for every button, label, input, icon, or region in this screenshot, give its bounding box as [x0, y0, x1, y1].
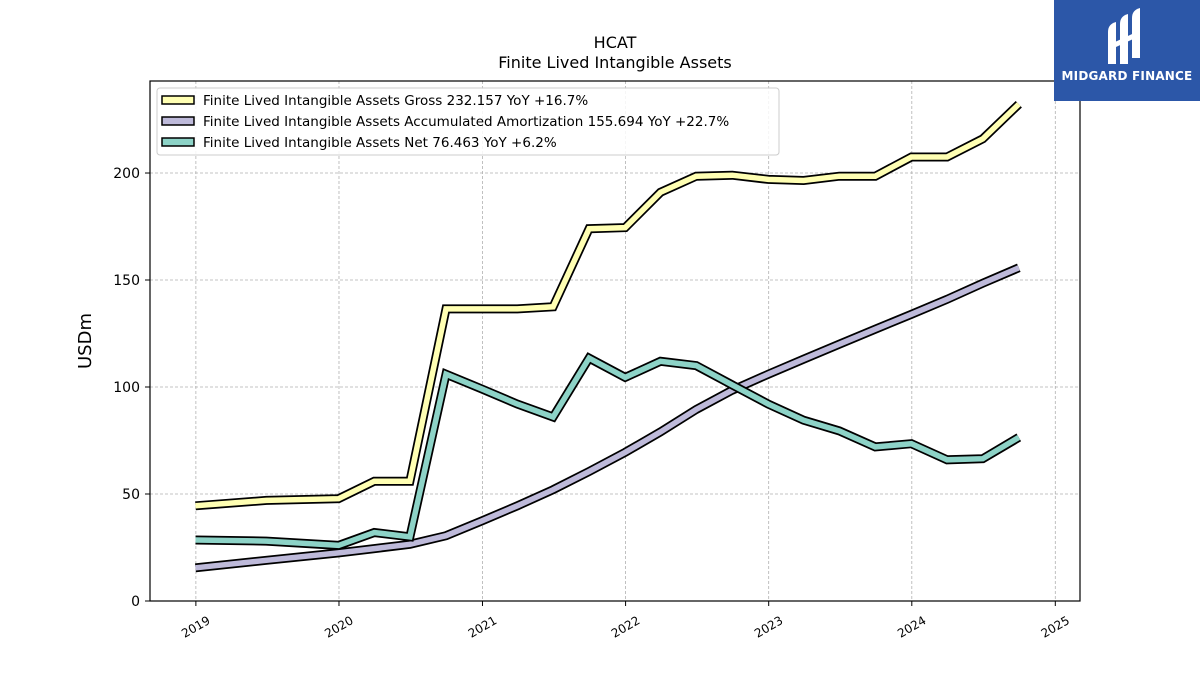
y-tick-label: 0 — [131, 594, 140, 610]
legend-swatch — [161, 116, 195, 126]
chart-subtitle: Finite Lived Intangible Assets — [498, 53, 731, 72]
grid — [150, 81, 1080, 602]
legend[interactable]: Finite Lived Intangible Assets Gross 232… — [156, 87, 780, 156]
series-line — [195, 263, 1021, 573]
chart-title: HCAT — [594, 33, 637, 52]
x-tick-label: 2024 — [895, 613, 928, 640]
legend-swatch — [161, 137, 195, 147]
legend-entry-label: Finite Lived Intangible Assets Accumulat… — [203, 114, 729, 130]
legend-entry-label: Finite Lived Intangible Assets Net 76.46… — [203, 135, 557, 151]
series-line-outline — [195, 352, 1022, 550]
legend-swatch — [161, 95, 195, 105]
brand-logo: MIDGARD FINANCE — [1054, 0, 1200, 101]
x-tick-label: 2025 — [1039, 613, 1072, 640]
legend-box — [156, 87, 780, 156]
brand-name: MIDGARD FINANCE — [1061, 69, 1193, 83]
series-line-fill — [195, 102, 1021, 509]
plot-frame — [149, 80, 1081, 602]
y-tick-label: 150 — [113, 273, 140, 289]
axes: 0 50 100 150 200 2019 2020 2021 2022 2023 2024 2025 — [113, 166, 1072, 641]
legend-entry-label: Finite Lived Intangible Assets Gross 232… — [203, 93, 588, 109]
x-tick-label: 2022 — [609, 613, 642, 640]
midgard-mark-icon — [1108, 8, 1140, 64]
x-tick-label: 2021 — [466, 613, 499, 640]
y-axis-label: USDm — [75, 313, 96, 369]
y-tick-label: 100 — [113, 380, 140, 396]
series-line-outline — [195, 263, 1021, 573]
series-line-fill — [195, 354, 1021, 549]
y-tick-label: 200 — [113, 166, 140, 182]
series-line-fill — [195, 265, 1020, 571]
series-layer — [195, 100, 1022, 573]
y-tick-label: 50 — [122, 487, 140, 503]
x-tick-label: 2020 — [322, 613, 355, 640]
x-tick-label: 2023 — [752, 613, 785, 640]
series-line — [195, 352, 1022, 550]
series-line — [195, 100, 1022, 511]
x-tick-label: 2019 — [179, 613, 212, 640]
